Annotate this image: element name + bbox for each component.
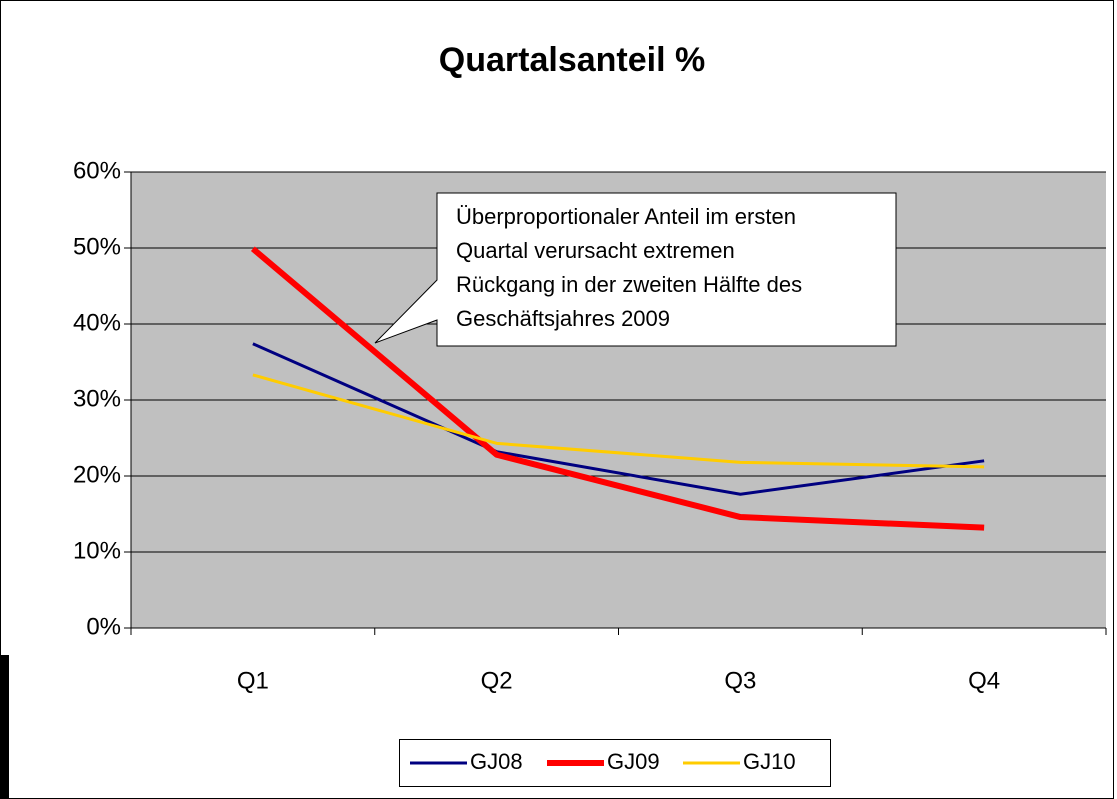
annotation-text: Quartal verursacht extremen: [456, 238, 735, 263]
legend-label: GJ08: [470, 749, 523, 774]
series-line: [252, 373, 985, 469]
chart-title: Quartalsanteil %: [439, 41, 705, 79]
annotation-text: Rückgang in der zweiten Hälfte des: [456, 272, 802, 297]
y-tick-label: 30%: [73, 385, 121, 412]
legend-label: GJ10: [743, 749, 796, 774]
x-tick-label: Q3: [724, 667, 756, 694]
callout-box: [374, 192, 897, 347]
legend-label: GJ09: [607, 749, 660, 774]
y-tick-label: 10%: [73, 537, 121, 564]
x-tick-label: Q4: [968, 667, 1000, 694]
annotation-text: Geschäftsjahres 2009: [456, 306, 670, 331]
legend-box: [399, 739, 831, 787]
edge-bar: [0, 655, 9, 799]
y-tick-label: 0%: [86, 613, 121, 640]
y-tick-label: 20%: [73, 461, 121, 488]
y-tick-label: 60%: [73, 157, 121, 184]
annotation-text: Überproportionaler Anteil im ersten: [456, 204, 796, 229]
series-line: [252, 342, 985, 496]
x-tick-label: Q2: [481, 667, 513, 694]
series-line: [250, 246, 985, 531]
y-tick-label: 40%: [73, 309, 121, 336]
x-tick-label: Q1: [237, 667, 269, 694]
y-tick-label: 50%: [73, 233, 121, 260]
